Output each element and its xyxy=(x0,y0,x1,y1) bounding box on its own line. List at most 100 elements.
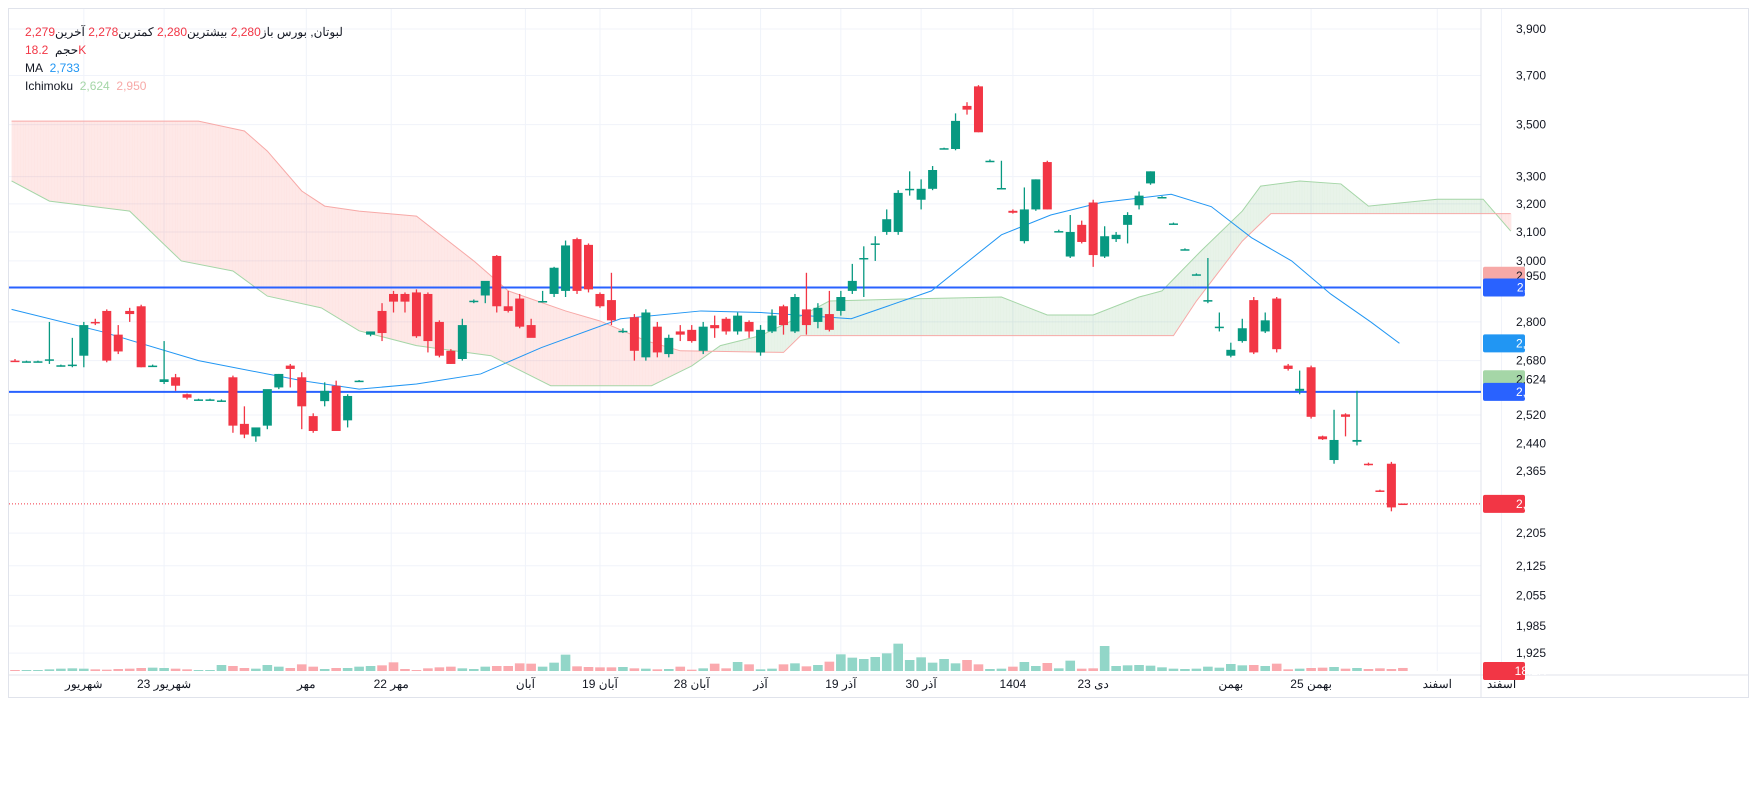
cloud-segment xyxy=(1063,315,1067,336)
volume-bar xyxy=(365,666,376,671)
candle xyxy=(1031,179,1041,211)
cloud-segment xyxy=(774,327,778,353)
cloud-segment xyxy=(696,351,700,363)
candle-body xyxy=(1203,300,1213,302)
cloud-segment xyxy=(1258,185,1262,226)
cloud-segment xyxy=(1476,199,1480,214)
cloud-segment xyxy=(880,299,884,336)
candle-body xyxy=(721,318,731,332)
x-tick-label: 30 آذر xyxy=(906,676,938,691)
cloud-segment xyxy=(745,338,749,352)
cloud-segment xyxy=(146,121,150,230)
cloud-segment xyxy=(1327,182,1331,214)
candle-body xyxy=(1031,179,1041,210)
cloud-segment xyxy=(1023,305,1027,336)
candle xyxy=(1168,222,1178,225)
cloud-segment xyxy=(1081,315,1085,336)
candle xyxy=(262,389,272,430)
candle xyxy=(996,160,1006,190)
cloud-segment xyxy=(1170,279,1174,336)
cloud-segment xyxy=(682,350,686,371)
cloud-segment xyxy=(906,298,910,336)
candle-body xyxy=(216,400,226,402)
candle-body xyxy=(1375,490,1385,492)
cloud-segment xyxy=(909,298,913,336)
volume-bar xyxy=(572,666,582,671)
candle-body xyxy=(33,361,43,363)
cloud-segment xyxy=(934,298,938,336)
cloud-segment xyxy=(616,328,620,386)
price-badge-label: 2,733 xyxy=(1516,336,1546,350)
candle-body xyxy=(354,380,364,383)
volume-bar xyxy=(21,670,32,671)
volume-bar xyxy=(583,667,594,671)
cloud-segment xyxy=(946,298,950,336)
candle xyxy=(274,373,284,390)
x-tick-label: آذر xyxy=(752,676,768,691)
candle-body xyxy=(1306,367,1316,417)
volume-bar xyxy=(1088,668,1098,671)
cloud-segment xyxy=(1038,311,1042,336)
candle xyxy=(1123,212,1133,244)
price-chart[interactable]: 3,900 3,700 3,500 3,300 3,200 3,100 3,000 2,800… xyxy=(9,9,1749,698)
cloud-segment xyxy=(106,121,110,209)
chart-frame[interactable]: لبوتان, بورس باز2,280 بیشترین2,280 کمتری… xyxy=(8,8,1749,698)
cloud-segment xyxy=(848,300,852,336)
cloud-segment xyxy=(34,121,38,195)
cloud-segment xyxy=(338,208,342,320)
candle xyxy=(595,292,605,308)
volume-bar xyxy=(319,669,330,671)
cloud-segment xyxy=(1009,300,1013,336)
cloud-segment xyxy=(1061,315,1065,336)
candle xyxy=(44,321,54,364)
cloud-segment xyxy=(1095,312,1099,336)
candle-body xyxy=(1295,388,1305,391)
cloud-segment xyxy=(1121,302,1125,336)
candle xyxy=(1146,171,1156,185)
cloud-segment xyxy=(719,345,723,352)
y-tick-label: 3,000 xyxy=(1516,254,1546,268)
volume-bar xyxy=(549,662,559,671)
cloud-segment xyxy=(1230,219,1234,257)
candle-body xyxy=(90,321,100,324)
cloud-segment xyxy=(298,186,302,304)
candle xyxy=(801,272,811,335)
cloud-segment xyxy=(860,300,864,336)
cloud-segment xyxy=(1029,307,1033,336)
ichimoku-b-value: 2,950 xyxy=(116,79,147,93)
candle-body xyxy=(1088,202,1098,256)
ichimoku-row: Ichimoku 2,624 2,950 xyxy=(25,77,343,95)
volume-bar xyxy=(354,666,364,671)
price-badge xyxy=(1483,334,1525,353)
cloud-segment xyxy=(886,299,890,336)
volume-bar xyxy=(1398,667,1408,671)
cloud-segment xyxy=(1109,307,1113,336)
cloud-segment xyxy=(1376,204,1380,214)
volume-bar xyxy=(1386,669,1397,671)
volume-bar xyxy=(457,668,468,671)
x-tick-label: 28 آبان xyxy=(674,676,710,691)
candle xyxy=(584,243,593,293)
cloud-segment xyxy=(51,121,55,202)
candle xyxy=(331,380,341,431)
volume-bar xyxy=(1157,667,1167,671)
cloud-segment xyxy=(481,267,485,355)
cloud-segment xyxy=(1413,201,1417,214)
cloud-segment xyxy=(361,211,365,333)
candle xyxy=(377,303,387,342)
cloud-segment xyxy=(716,345,720,352)
cloud-segment xyxy=(1256,188,1260,228)
candle xyxy=(1180,248,1190,251)
open-value: 2,280 xyxy=(230,25,261,39)
cloud-segment xyxy=(166,121,170,250)
volume-bar xyxy=(847,657,858,671)
cloud-segment xyxy=(1164,285,1168,336)
cloud-segment xyxy=(688,350,692,368)
volume-bar xyxy=(721,668,731,671)
cloud-segment xyxy=(501,285,505,363)
candle-body xyxy=(423,293,433,342)
cloud-segment xyxy=(533,299,537,379)
cloud-segment xyxy=(243,130,247,281)
candle xyxy=(629,314,639,361)
cloud-segment xyxy=(1046,314,1050,336)
